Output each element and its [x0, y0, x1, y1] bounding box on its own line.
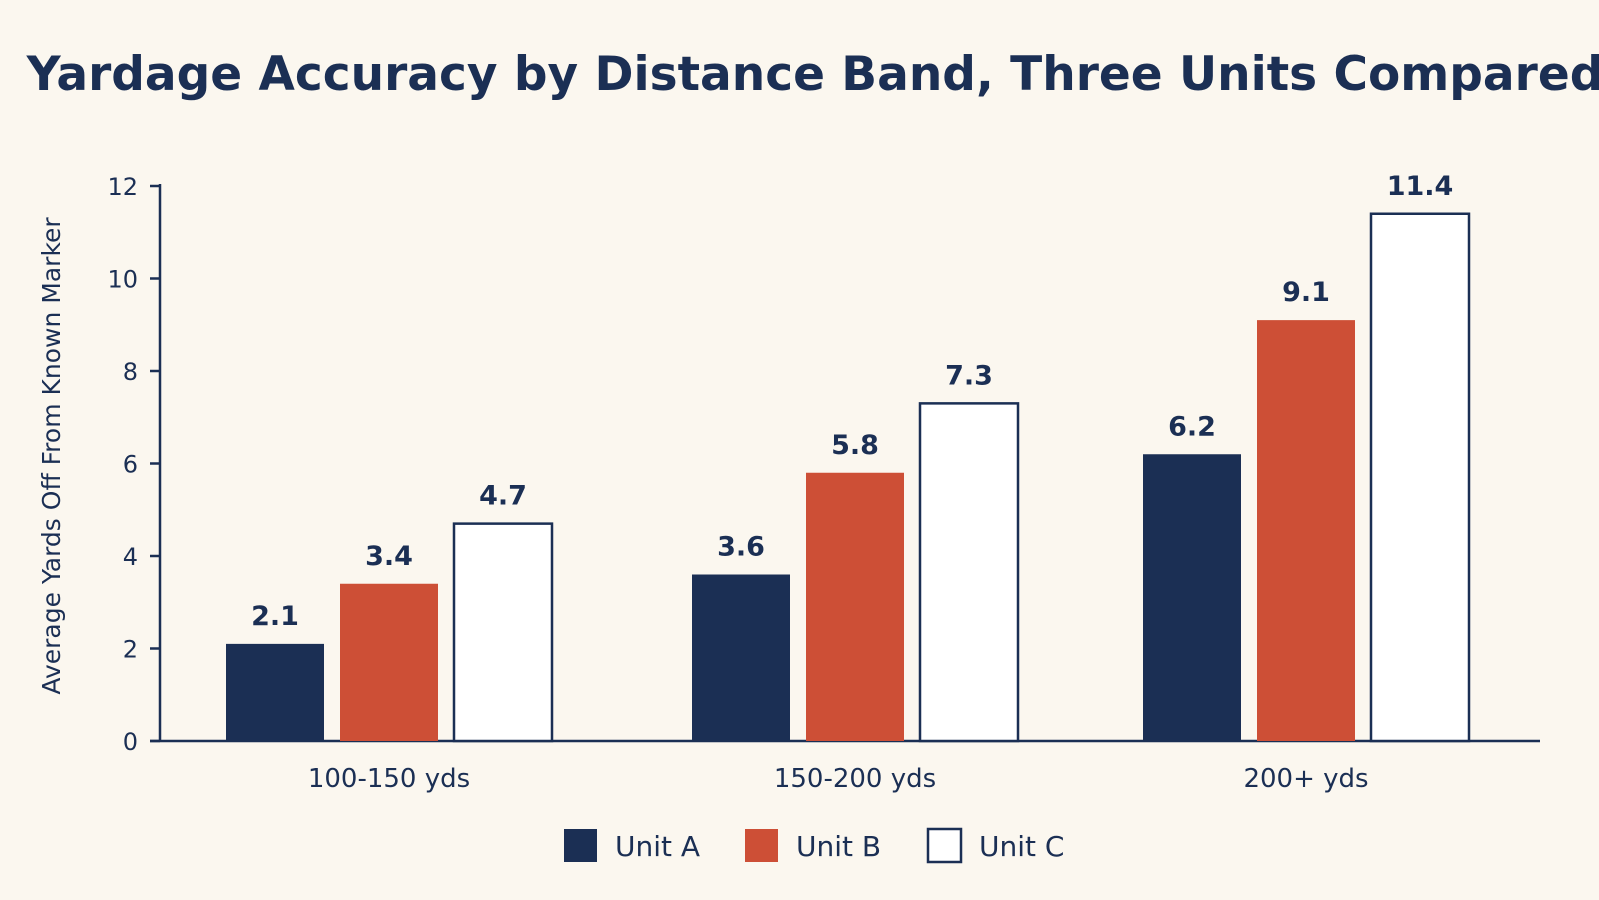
legend-label: Unit B	[796, 830, 881, 863]
data-label: 9.1	[1282, 277, 1330, 308]
y-tick-label: 2	[123, 636, 138, 664]
y-tick-label: 12	[107, 173, 138, 201]
data-label: 4.7	[479, 481, 527, 512]
category-label: 100-150 yds	[308, 764, 470, 794]
y-tick-label: 0	[123, 728, 138, 756]
data-label: 7.3	[945, 360, 993, 391]
data-label: 11.4	[1387, 171, 1454, 202]
category-label: 200+ yds	[1243, 764, 1368, 794]
category-labels: 100-150 yds 150-200 yds 200+ yds	[308, 764, 1369, 794]
category-label: 150-200 yds	[774, 764, 936, 794]
bar-unit-b	[340, 583, 438, 741]
y-axis-label: Average Yards Off From Known Marker	[37, 217, 66, 695]
bar-unit-b	[806, 472, 904, 741]
y-tick-label: 6	[123, 451, 138, 479]
legend: Unit A Unit B Unit C	[564, 827, 1064, 864]
bar-unit-b	[1257, 320, 1355, 741]
legend-label: Unit A	[615, 830, 700, 863]
y-tick-label: 4	[123, 543, 138, 571]
data-label: 3.6	[717, 532, 765, 563]
bar-unit-c	[452, 522, 554, 743]
data-label: 2.1	[251, 601, 299, 632]
bar-unit-a	[692, 574, 790, 741]
y-tick-label: 10	[107, 266, 138, 294]
legend-label: Unit C	[979, 830, 1064, 863]
data-label: 3.4	[365, 541, 413, 572]
y-tick-label: 8	[123, 358, 138, 386]
bar-unit-a	[226, 643, 324, 741]
legend-swatch	[745, 829, 778, 862]
bar-group	[226, 212, 1471, 743]
legend-swatch	[926, 827, 963, 864]
bar-unit-a	[1143, 454, 1241, 741]
y-axis-ticks: 0 2 4 6 8 10 12	[107, 173, 160, 756]
legend-swatch	[564, 829, 597, 862]
data-labels: 2.1 3.4 4.7 3.6 5.8 7.3 6.2 9.1 11.4	[251, 171, 1453, 632]
bar-unit-c	[1369, 212, 1471, 743]
data-label: 6.2	[1168, 411, 1216, 442]
bar-unit-c	[918, 402, 1020, 743]
data-label: 5.8	[831, 430, 879, 461]
chart-title: Yardage Accuracy by Distance Band, Three…	[26, 47, 1599, 102]
